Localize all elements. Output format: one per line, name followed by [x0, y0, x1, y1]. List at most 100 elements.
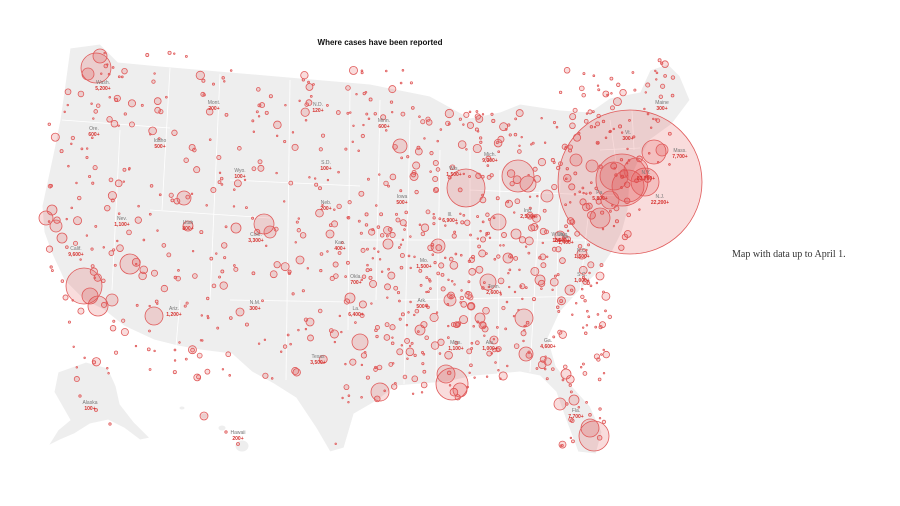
case-bubble — [446, 370, 452, 376]
bubble-layer — [38, 48, 703, 452]
case-bubble — [148, 304, 151, 308]
case-bubble — [374, 325, 380, 331]
case-bubble — [499, 244, 502, 247]
case-bubble — [229, 69, 233, 72]
case-bubble — [368, 275, 373, 280]
case-bubble — [540, 189, 554, 203]
case-bubble — [395, 217, 401, 223]
case-bubble — [314, 182, 319, 187]
case-bubble — [429, 151, 434, 156]
case-bubble — [645, 82, 651, 88]
case-bubble — [417, 330, 420, 333]
case-bubble — [103, 51, 106, 55]
case-bubble — [592, 74, 596, 78]
case-bubble — [475, 265, 484, 274]
case-bubble — [435, 367, 469, 401]
case-bubble — [435, 244, 443, 252]
case-bubble — [504, 199, 513, 208]
case-bubble — [601, 227, 605, 231]
case-bubble — [376, 225, 381, 229]
state-label-wva: W.Va.100+ — [552, 232, 565, 244]
case-bubble — [595, 121, 601, 127]
case-bubble — [447, 278, 450, 282]
case-bubble — [344, 362, 347, 366]
case-bubble — [220, 183, 224, 186]
case-bubble — [78, 394, 82, 398]
case-bubble — [369, 268, 373, 272]
state-case-count: 300+ — [622, 136, 633, 142]
case-bubble — [531, 141, 535, 145]
case-bubble — [422, 369, 427, 374]
case-bubble — [585, 202, 593, 210]
state-case-count: 9,300+ — [482, 158, 498, 164]
case-bubble — [296, 228, 302, 233]
case-bubble — [360, 69, 364, 73]
case-bubble — [365, 375, 370, 380]
case-bubble — [507, 123, 511, 127]
case-bubble — [476, 237, 480, 240]
case-bubble — [509, 181, 515, 187]
state-name: Fla. — [572, 408, 580, 414]
case-bubble — [513, 211, 516, 214]
case-bubble — [148, 368, 152, 371]
case-bubble — [490, 352, 494, 355]
case-bubble — [450, 322, 456, 328]
case-bubble — [137, 204, 140, 208]
case-bubble — [598, 407, 602, 411]
case-bubble — [108, 422, 112, 426]
case-bubble — [536, 194, 539, 198]
state-name: Ohio — [557, 232, 568, 238]
case-bubble — [444, 108, 454, 119]
case-bubble — [491, 118, 496, 123]
state-name: Wis. — [449, 166, 459, 172]
case-bubble — [102, 246, 105, 249]
case-bubble — [600, 190, 620, 210]
case-bubble — [334, 442, 337, 446]
land-layer — [41, 43, 691, 455]
case-bubble — [83, 356, 86, 360]
state-borders — [61, 67, 641, 385]
state-case-count: 1,000+ — [574, 278, 590, 284]
case-bubble — [555, 305, 560, 309]
case-bubble — [360, 133, 365, 139]
case-bubble — [196, 352, 203, 359]
case-bubble — [153, 97, 162, 105]
case-bubble — [120, 75, 124, 79]
case-bubble — [530, 143, 533, 146]
case-bubble — [668, 163, 671, 166]
case-bubble — [449, 164, 456, 171]
case-bubble — [188, 144, 196, 151]
case-bubble — [479, 136, 483, 140]
case-bubble — [643, 107, 646, 111]
case-bubble — [587, 261, 595, 269]
case-bubble — [215, 252, 218, 255]
case-bubble — [178, 341, 181, 344]
case-bubble — [581, 275, 585, 280]
case-bubble — [148, 329, 151, 333]
case-bubble — [607, 314, 613, 320]
case-bubble — [407, 311, 410, 314]
case-bubble — [172, 370, 177, 375]
case-bubble — [193, 166, 201, 174]
case-bubble — [546, 255, 549, 258]
state-case-count: 100+ — [84, 406, 95, 412]
case-bubble — [223, 256, 227, 260]
case-bubble — [477, 244, 481, 249]
case-bubble — [464, 219, 471, 226]
case-bubble — [429, 312, 439, 322]
case-bubble — [564, 235, 572, 243]
case-bubble — [462, 123, 465, 126]
case-bubble — [601, 119, 606, 124]
case-bubble — [495, 196, 500, 201]
state-label-nm: N.M.300+ — [249, 300, 260, 312]
case-bubble — [451, 233, 457, 239]
case-bubble — [449, 261, 459, 270]
case-bubble — [191, 249, 195, 253]
case-bubble — [455, 221, 458, 225]
case-bubble — [404, 338, 410, 344]
case-bubble — [602, 350, 610, 359]
case-bubble — [411, 392, 415, 395]
case-bubble — [618, 244, 625, 251]
case-bubble — [396, 348, 404, 356]
case-bubble — [604, 309, 607, 313]
